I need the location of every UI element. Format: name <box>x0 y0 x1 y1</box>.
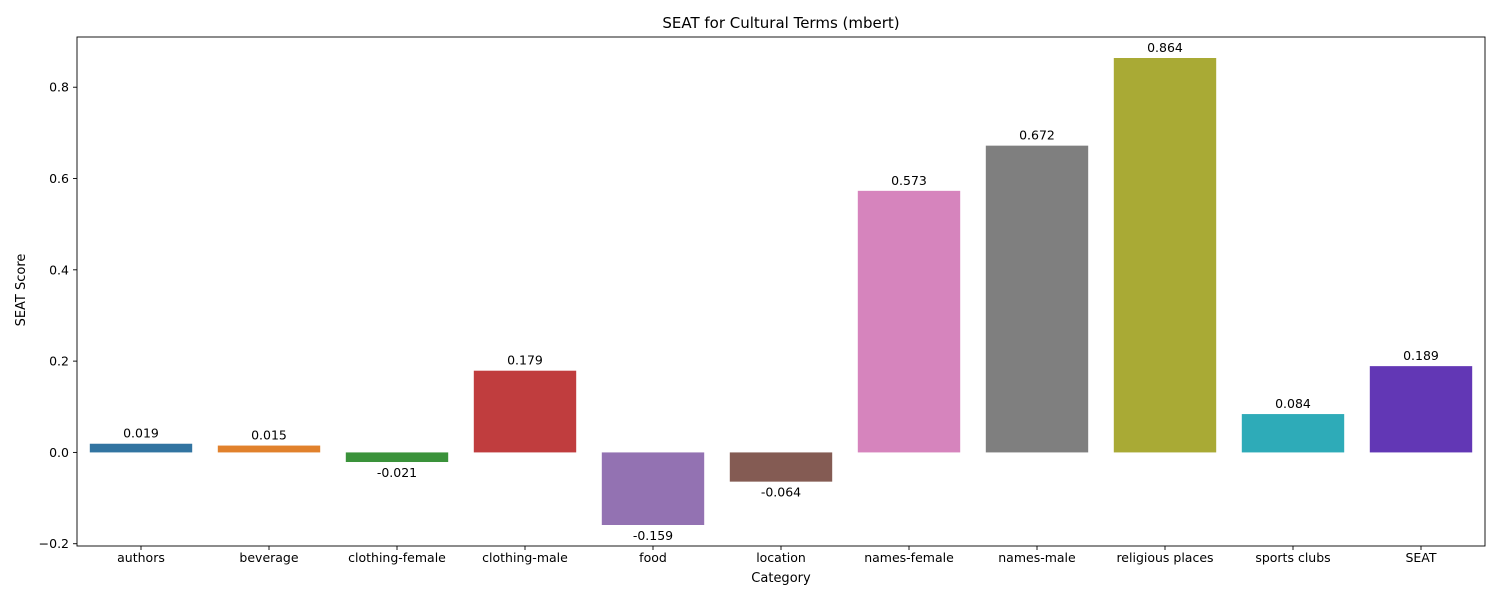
data-label: 0.864 <box>1147 40 1183 55</box>
x-tick-label: SEAT <box>1405 550 1436 565</box>
x-tick-label: beverage <box>239 550 298 565</box>
bar-sports-clubs <box>1241 414 1345 453</box>
bar-clothing-female <box>345 452 449 463</box>
bars-layer <box>89 58 1473 525</box>
y-tick-label: 0.8 <box>49 80 69 95</box>
data-label: 0.019 <box>123 426 159 441</box>
data-label: 0.189 <box>1403 348 1439 363</box>
chart-title: SEAT for Cultural Terms (mbert) <box>662 14 899 32</box>
bar-location <box>729 452 833 482</box>
y-tick-label: 0.0 <box>49 445 69 460</box>
bar-beverage <box>217 445 321 453</box>
x-tick-label: names-male <box>998 550 1076 565</box>
data-label: 0.015 <box>251 428 287 443</box>
bar-seat <box>1369 366 1473 453</box>
x-tick-label: food <box>639 550 667 565</box>
data-label: 0.179 <box>507 353 543 368</box>
x-tick-label: religious places <box>1116 550 1213 565</box>
y-tick-label: 0.4 <box>49 262 69 277</box>
data-labels-layer: 0.019 0.015 -0.021 0.179 -0.159 -0.064 0.573 0.… <box>123 40 1439 543</box>
bar-clothing-male <box>473 370 577 453</box>
bar-names-male <box>985 145 1089 453</box>
bar-food <box>601 452 705 525</box>
x-tick-label: location <box>756 550 806 565</box>
x-tick-label: sports clubs <box>1255 550 1330 565</box>
x-tick-label: names-female <box>864 550 954 565</box>
x-tick-label: authors <box>117 550 165 565</box>
y-axis-title: SEAT Score <box>14 254 29 327</box>
y-tick-label: 0.6 <box>49 171 69 186</box>
bar-names-female <box>857 190 961 453</box>
data-label: -0.021 <box>377 465 417 480</box>
y-axis: −0.2 0.0 0.2 0.4 0.6 0.8 <box>39 80 77 551</box>
data-label: 0.672 <box>1019 128 1055 143</box>
x-axis-title: Category <box>751 571 811 586</box>
bar-religious-places <box>1113 58 1217 453</box>
y-tick-label: 0.2 <box>49 354 69 369</box>
data-label: 0.573 <box>891 173 927 188</box>
bar-authors <box>89 443 193 453</box>
x-axis: authors beverage clothing-female clothing-m… <box>117 546 1437 565</box>
data-label: 0.084 <box>1275 396 1311 411</box>
x-tick-label: clothing-male <box>482 550 568 565</box>
x-tick-label: clothing-female <box>348 550 446 565</box>
data-label: -0.159 <box>633 528 673 543</box>
y-tick-label: −0.2 <box>39 536 69 551</box>
data-label: -0.064 <box>761 485 801 500</box>
